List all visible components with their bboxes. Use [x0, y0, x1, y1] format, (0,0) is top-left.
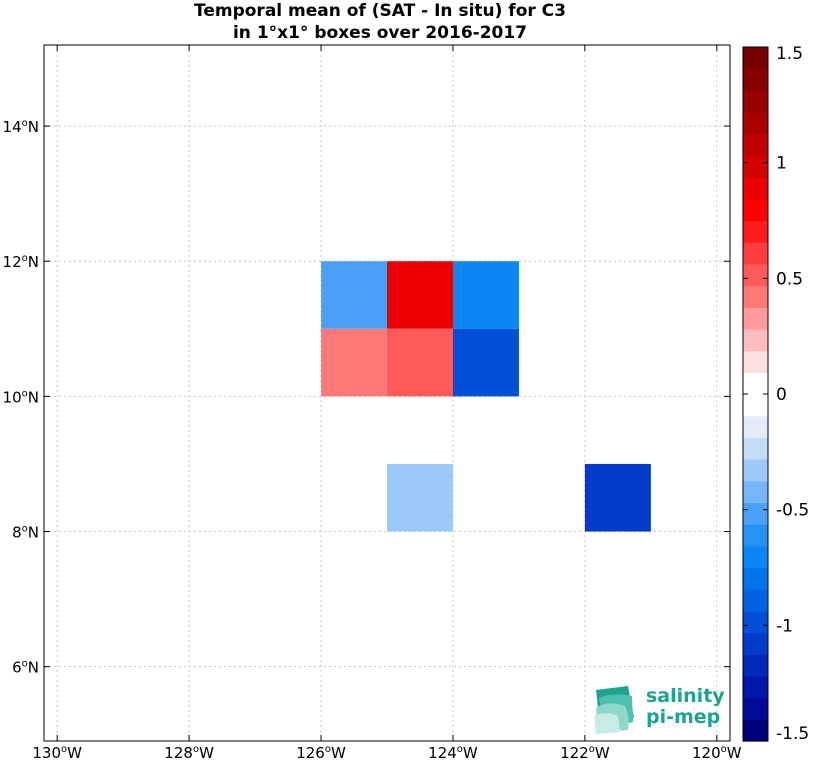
colorbar-segment [743, 155, 768, 178]
colorbar-segment [743, 589, 768, 612]
colorbar-segment [743, 177, 768, 200]
colorbar-tick-label: 1.5 [776, 44, 803, 64]
heatmap-cell [387, 463, 453, 532]
colorbar-segment [743, 502, 768, 525]
colorbar-segment [743, 47, 768, 70]
colorbar-segment [743, 198, 768, 222]
colorbar-segment [743, 90, 768, 113]
lat-tick-label: 14oN [3, 118, 39, 136]
heatmap-cell [452, 261, 519, 329]
colorbar-segment [743, 545, 768, 569]
colorbar-labels: 1.5 1 0.5 0 -0.5 -1 -1.5 [776, 44, 809, 744]
colorbar-tick-label: -0.5 [776, 501, 809, 521]
wave-logo-icon [594, 686, 634, 734]
colorbar-tick-label: -1.5 [776, 724, 809, 744]
colorbar-segment [743, 654, 768, 677]
lon-tick-label: 130oW [32, 744, 82, 762]
colorbar-segment [743, 263, 768, 287]
colorbar-tick-label: -1 [776, 616, 793, 636]
colorbar-segment [743, 285, 768, 308]
colorbar-segment [743, 675, 768, 699]
colorbar-tick-label: 0 [776, 385, 787, 405]
longitude-labels: 130oW 128oW 126oW 124oW 122oW 120oW [32, 744, 741, 762]
lat-tick-label: 8oN [12, 524, 39, 542]
colorbar-segment [743, 459, 768, 482]
colorbar-tick-label: 1 [776, 154, 787, 174]
lon-tick-label: 120oW [692, 744, 742, 762]
heatmap-cell [321, 328, 387, 397]
colorbar-segment [743, 112, 768, 135]
colorbar [742, 46, 769, 742]
lon-tick-label: 126oW [296, 744, 346, 762]
colorbar-segment [743, 437, 768, 460]
lon-tick-label: 128oW [164, 744, 214, 762]
logo-text-pi-mep: pi-mep [646, 706, 720, 728]
map-title: Temporal mean of (SAT - In situ) for C3 … [0, 0, 760, 44]
colorbar-segment [743, 133, 768, 157]
salinity-pi-mep-logo: salinity pi-mep [594, 685, 725, 734]
colorbar-segment [743, 220, 768, 243]
latitude-labels: 6oN 8oN 10oN 12oN 14oN [3, 118, 39, 677]
colorbar-segment [743, 567, 768, 590]
colorbar-segment [743, 719, 768, 742]
colorbar-segment [743, 524, 768, 547]
lat-tick-label: 12oN [3, 253, 39, 271]
heatmap-cell [387, 328, 453, 397]
lat-tick-label: 10oN [3, 388, 39, 406]
colorbar-segment [743, 610, 768, 634]
heatmap-cell [387, 261, 453, 329]
colorbar-segment [743, 372, 768, 395]
colorbar-segment [743, 632, 768, 655]
title-line-1: Temporal mean of (SAT - In situ) for C3 [194, 1, 566, 21]
lon-tick-label: 122oW [560, 744, 610, 762]
colorbar-segment [743, 480, 768, 504]
colorbar-segment [743, 68, 768, 91]
colorbar-segment [743, 242, 768, 265]
logo-text-salinity: salinity [646, 685, 725, 707]
map-frame [43, 44, 731, 742]
colorbar-segment [743, 350, 768, 373]
colorbar-segment [743, 328, 768, 352]
colorbar-segment [743, 307, 768, 330]
heatmap-cell [452, 328, 519, 397]
colorbar-segment [743, 415, 768, 438]
colorbar-tick-label: 0.5 [776, 269, 803, 289]
heatmap-cells [321, 261, 651, 532]
lon-tick-label: 124oW [428, 744, 478, 762]
axis-ticks [44, 45, 730, 741]
heatmap-cell [584, 463, 651, 532]
heatmap-cell [321, 261, 387, 329]
colorbar-segment [743, 394, 768, 417]
title-line-2: in 1°x1° boxes over 2016-2017 [232, 23, 528, 43]
colorbar-segment [743, 697, 768, 720]
lat-tick-label: 6oN [12, 659, 39, 677]
